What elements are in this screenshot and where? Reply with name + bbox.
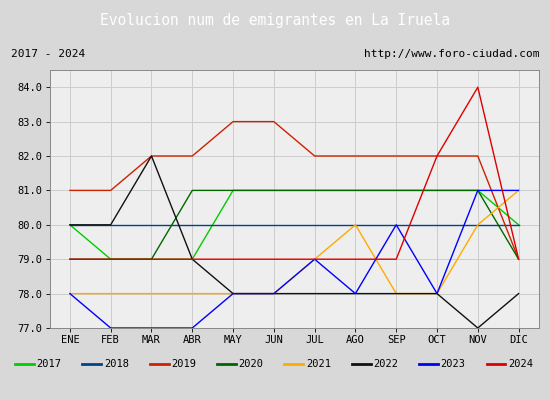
Text: 2018: 2018 <box>104 359 129 369</box>
Text: 2017: 2017 <box>36 359 62 369</box>
Text: 2020: 2020 <box>239 359 263 369</box>
Text: 2022: 2022 <box>373 359 398 369</box>
Text: 2021: 2021 <box>306 359 331 369</box>
Text: http://www.foro-ciudad.com: http://www.foro-ciudad.com <box>364 49 539 59</box>
Text: 2024: 2024 <box>508 359 533 369</box>
Text: Evolucion num de emigrantes en La Iruela: Evolucion num de emigrantes en La Iruela <box>100 14 450 28</box>
Text: 2023: 2023 <box>441 359 466 369</box>
Text: 2017 - 2024: 2017 - 2024 <box>11 49 85 59</box>
Text: 2019: 2019 <box>171 359 196 369</box>
